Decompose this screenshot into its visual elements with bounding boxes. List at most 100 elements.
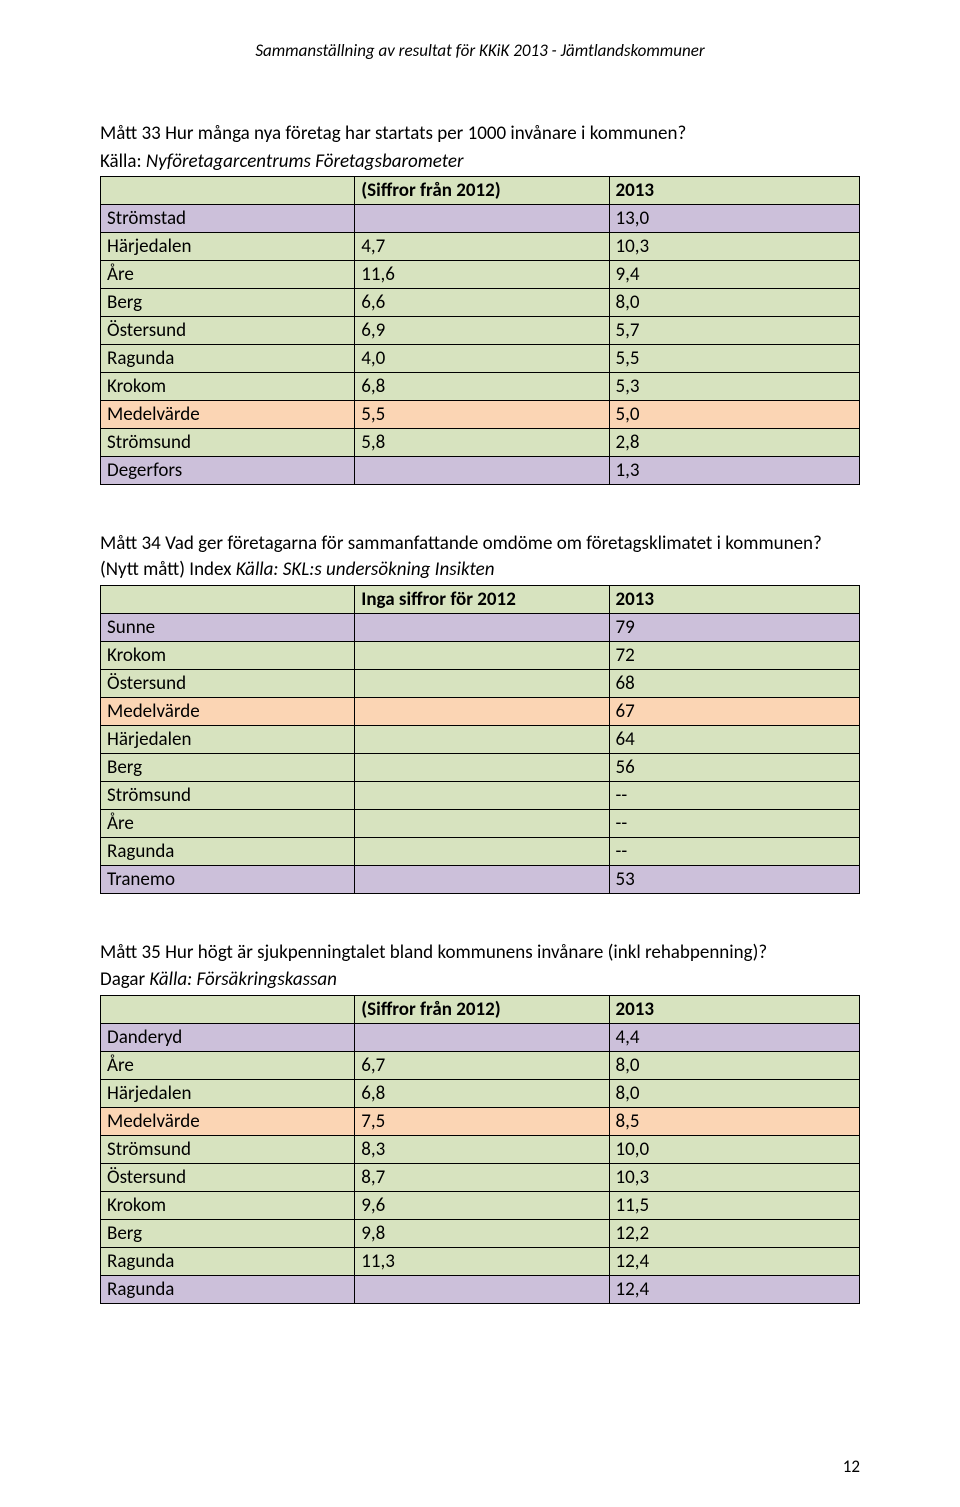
table-row: Ragunda4,05,5 [101,345,860,373]
table-cell: -- [609,837,860,865]
table-cell: 9,4 [609,261,860,289]
measure-title: Mått 35 Hur högt är sjukpenningtalet bla… [100,940,860,966]
data-table: (Siffror från 2012)2013Strömstad13,0Härj… [100,176,860,485]
table-row: Krokom72 [101,641,860,669]
table-cell: 6,7 [355,1051,609,1079]
measure-source-italic: Nyföretagarcentrums Företagsbarometer [146,150,464,173]
table-cell: 5,8 [355,429,609,457]
table-cell: 5,0 [609,401,860,429]
table-cell: Härjedalen [101,1079,355,1107]
table-cell: 4,4 [609,1023,860,1051]
table-cell: 79 [609,613,860,641]
table-cell: Berg [101,1219,355,1247]
table-cell: 56 [609,753,860,781]
table-cell [355,205,609,233]
table-cell [355,809,609,837]
column-header [101,585,355,613]
table-cell: 9,6 [355,1191,609,1219]
table-cell: 68 [609,669,860,697]
table-row: Strömsund5,82,8 [101,429,860,457]
table-row: Ragunda11,312,4 [101,1247,860,1275]
measure-source-pre: Källa: [100,150,146,173]
table-cell: Ragunda [101,837,355,865]
table-cell: 13,0 [609,205,860,233]
running-header: Sammanställning av resultat för KKiK 201… [100,40,860,61]
table-row: Degerfors 1,3 [101,457,860,485]
table-cell [355,725,609,753]
table-cell: Krokom [101,1191,355,1219]
table-cell: Strömsund [101,429,355,457]
table-cell: 2,8 [609,429,860,457]
table-cell: 1,3 [609,457,860,485]
table-row: Berg6,68,0 [101,289,860,317]
table-row: Medelvärde 67 [101,697,860,725]
table-cell: 5,5 [355,401,609,429]
table-cell [355,457,609,485]
table-cell: 10,3 [609,233,860,261]
column-header: 2013 [609,177,860,205]
table-cell: 12,4 [609,1247,860,1275]
table-row: Strömsund8,310,0 [101,1135,860,1163]
table-row: Härjedalen6,88,0 [101,1079,860,1107]
table-row: Östersund68 [101,669,860,697]
table-cell: 4,0 [355,345,609,373]
table-cell: 7,5 [355,1107,609,1135]
table-cell: 8,3 [355,1135,609,1163]
data-table: Inga siffror för 20122013Sunne79Krokom72… [100,585,860,894]
table-cell: 67 [609,697,860,725]
table-cell: 11,5 [609,1191,860,1219]
table-cell: 5,3 [609,373,860,401]
table-row: Åre11,69,4 [101,261,860,289]
table-cell: 6,8 [355,373,609,401]
table-cell: 8,0 [609,1079,860,1107]
table-cell [355,753,609,781]
table-cell: 12,2 [609,1219,860,1247]
table-cell: 8,0 [609,289,860,317]
measure-source-italic: Källa: SKL:s undersökning Insikten [236,558,495,581]
table-cell: -- [609,809,860,837]
table-cell: 8,0 [609,1051,860,1079]
table-cell: Ragunda [101,345,355,373]
table-cell: 6,6 [355,289,609,317]
table-cell: 5,5 [609,345,860,373]
table-row: Danderyd 4,4 [101,1023,860,1051]
table-row: Medelvärde7,58,5 [101,1107,860,1135]
table-cell: 11,3 [355,1247,609,1275]
page-container: Sammanställning av resultat för KKiK 201… [0,0,960,1507]
table-cell: Degerfors [101,457,355,485]
table-row: Härjedalen64 [101,725,860,753]
table-cell [355,669,609,697]
table-cell: 64 [609,725,860,753]
table-row: Strömstad 13,0 [101,205,860,233]
measure-source: Dagar Källa: Försäkringskassan [100,967,860,993]
table-cell: Berg [101,289,355,317]
table-cell: 4,7 [355,233,609,261]
table-cell: Medelvärde [101,1107,355,1135]
table-row: Tranemo53 [101,865,860,893]
table-cell: Krokom [101,373,355,401]
table-cell: 6,8 [355,1079,609,1107]
measure-title: Mått 34 Vad ger företagarna för sammanfa… [100,531,860,582]
table-cell: Strömstad [101,205,355,233]
table-row: Östersund6,95,7 [101,317,860,345]
measure-source-pre: Dagar [100,968,149,991]
table-cell: Medelvärde [101,697,355,725]
table-cell [355,697,609,725]
table-cell: Östersund [101,317,355,345]
table-cell: Östersund [101,1163,355,1191]
measure-source: Källa: Nyföretagarcentrums Företagsbarom… [100,149,860,175]
table-row: Åre-- [101,809,860,837]
table-cell: Ragunda [101,1275,355,1303]
table-cell: Krokom [101,641,355,669]
table-cell: Ragunda [101,1247,355,1275]
table-cell: Danderyd [101,1023,355,1051]
column-header: 2013 [609,585,860,613]
data-table: (Siffror från 2012)2013Danderyd4,4Åre6,7… [100,995,860,1304]
column-header [101,995,355,1023]
table-row: Krokom9,611,5 [101,1191,860,1219]
table-row: Sunne79 [101,613,860,641]
table-cell: Medelvärde [101,401,355,429]
table-cell: Åre [101,1051,355,1079]
table-cell: 9,8 [355,1219,609,1247]
column-header: (Siffror från 2012) [355,995,609,1023]
